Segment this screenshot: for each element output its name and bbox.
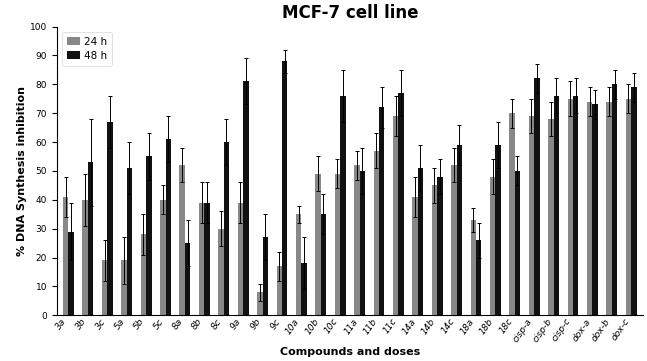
Bar bbox=[612, 84, 617, 316]
Bar bbox=[476, 240, 481, 316]
Bar bbox=[360, 171, 365, 316]
Bar bbox=[470, 220, 476, 316]
Bar bbox=[334, 174, 340, 316]
Bar bbox=[243, 81, 248, 316]
Bar bbox=[102, 261, 107, 316]
Bar bbox=[140, 235, 146, 316]
Bar bbox=[529, 116, 534, 316]
Bar bbox=[412, 197, 418, 316]
Bar bbox=[179, 165, 185, 316]
Bar bbox=[121, 261, 127, 316]
Bar bbox=[257, 292, 263, 316]
Bar bbox=[282, 61, 287, 316]
Bar bbox=[573, 96, 578, 316]
Bar bbox=[296, 214, 302, 316]
Bar bbox=[321, 214, 326, 316]
Bar bbox=[418, 168, 423, 316]
Bar bbox=[107, 122, 113, 316]
Title: MCF-7 cell line: MCF-7 cell line bbox=[281, 4, 418, 22]
Bar bbox=[263, 238, 268, 316]
Bar bbox=[340, 96, 345, 316]
Bar bbox=[146, 157, 151, 316]
Bar bbox=[315, 174, 321, 316]
Bar bbox=[496, 145, 501, 316]
Bar bbox=[204, 203, 210, 316]
Bar bbox=[554, 96, 559, 316]
Bar bbox=[606, 101, 612, 316]
Bar bbox=[63, 197, 69, 316]
Bar bbox=[451, 165, 457, 316]
Bar bbox=[490, 177, 496, 316]
Bar bbox=[185, 243, 190, 316]
Bar bbox=[399, 93, 404, 316]
Bar bbox=[69, 232, 74, 316]
Bar bbox=[82, 200, 88, 316]
Bar bbox=[127, 168, 132, 316]
Bar bbox=[199, 203, 204, 316]
Bar bbox=[437, 177, 443, 316]
Bar bbox=[567, 99, 573, 316]
Bar bbox=[224, 142, 229, 316]
Legend: 24 h, 48 h: 24 h, 48 h bbox=[62, 32, 113, 66]
Bar bbox=[160, 200, 166, 316]
Bar bbox=[276, 266, 282, 316]
Bar bbox=[587, 101, 593, 316]
Bar bbox=[393, 116, 399, 316]
Bar bbox=[509, 113, 515, 316]
Bar bbox=[379, 107, 384, 316]
Bar bbox=[534, 78, 540, 316]
Bar bbox=[631, 87, 637, 316]
Bar bbox=[626, 99, 631, 316]
Bar bbox=[237, 203, 243, 316]
Bar bbox=[515, 171, 520, 316]
Bar bbox=[166, 139, 171, 316]
Bar bbox=[548, 119, 554, 316]
Bar bbox=[302, 264, 307, 316]
Bar bbox=[432, 186, 437, 316]
Bar bbox=[457, 145, 462, 316]
X-axis label: Compounds and doses: Compounds and doses bbox=[280, 347, 420, 357]
Bar bbox=[373, 151, 379, 316]
Y-axis label: % DNA Synthesis inhibition: % DNA Synthesis inhibition bbox=[17, 86, 27, 256]
Bar bbox=[218, 229, 224, 316]
Bar bbox=[88, 162, 93, 316]
Bar bbox=[593, 104, 598, 316]
Bar bbox=[354, 165, 360, 316]
